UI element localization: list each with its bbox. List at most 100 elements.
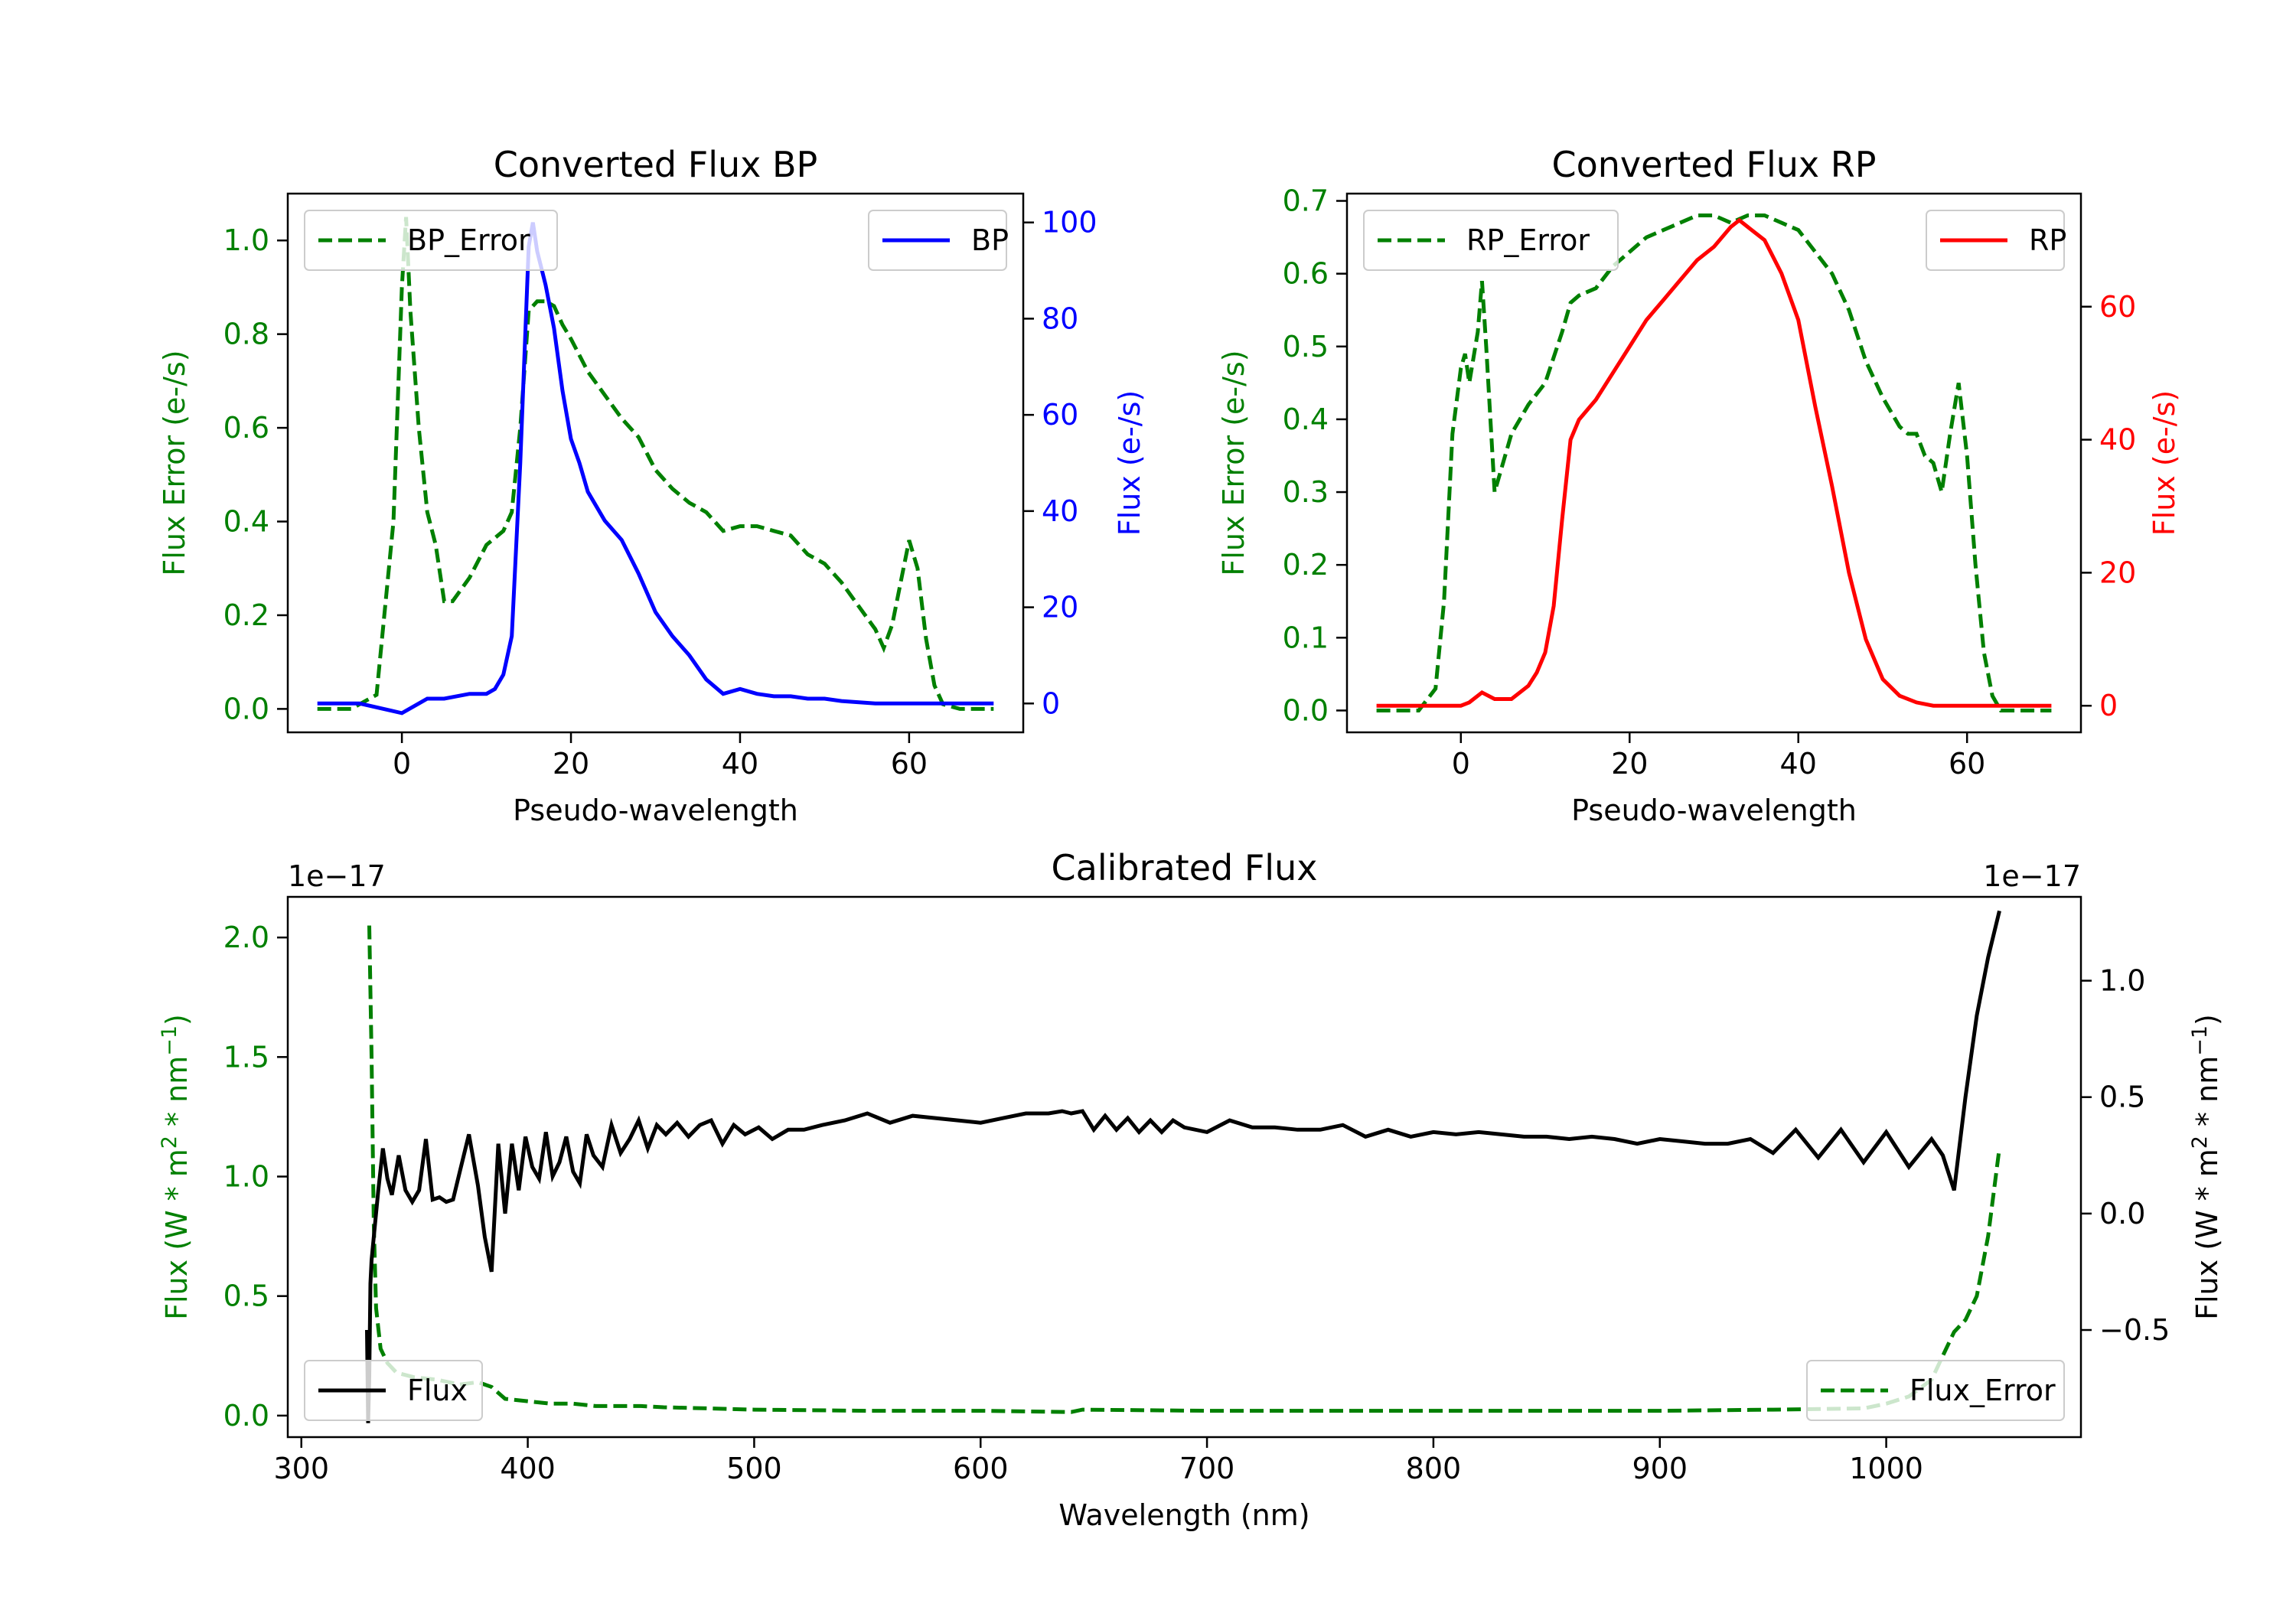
bp-error-series-line (317, 217, 994, 711)
bp-y-right-tick-label: 100 (1042, 206, 1097, 240)
bp-y-left-axis-label: Flux Error (e-/s) (158, 350, 191, 575)
calibrated-y-left-axis-label: Flux (W * m2 * nm−1) (158, 1014, 194, 1320)
rp-y-right-axis-label: Flux (e-/s) (2148, 390, 2181, 536)
rp-flux-legend: RP (1926, 210, 2066, 271)
calibrated-y-left-tick-label: 1.0 (223, 1159, 269, 1193)
calibrated-y-right-tick-label: 1.0 (2099, 964, 2145, 998)
rp-y-left-tick-label: 0.3 (1283, 475, 1329, 509)
calibrated-y-right-axis-label: Flux (W * m2 * nm−1) (2188, 1014, 2224, 1320)
calibrated-y-left-tick-label: 0.0 (223, 1399, 269, 1433)
calibrated-y-right-axis-label-part: * nm (2190, 1056, 2224, 1136)
rp-x-tick-label: 60 (1949, 747, 1985, 781)
bp-x-tick-label: 60 (891, 747, 928, 781)
calibrated-x-tick-label: 300 (273, 1452, 329, 1485)
calibrated-y-left-axis-label-part: ) (160, 1014, 194, 1025)
calibrated-y-right-axis-label-part: ) (2190, 1014, 2224, 1025)
calibrated-plot-frame (286, 895, 2082, 1439)
rp-y-left-tick-label: 0.1 (1283, 621, 1329, 654)
rp-error-legend: RP_Error (1363, 210, 1619, 271)
rp-x-tick-label: 20 (1611, 747, 1648, 781)
rp-chart: 0 20 40 60 0.0 0.1 0.2 0.3 0.4 0.5 0.6 0.7 0 20 40 60 Co… (1217, 144, 2181, 827)
bp-plot-frame (286, 192, 1025, 734)
calibrated-x-tick-label: 500 (726, 1452, 782, 1485)
calibrated-y-right-tick-label: −0.5 (2099, 1313, 2170, 1347)
rp-y-right-tick-label: 0 (2099, 689, 2118, 722)
rp-error-legend-label: RP_Error (1466, 223, 1590, 257)
bp-chart: 0 20 40 60 0.0 0.2 0.4 0.6 0.8 1.0 0 20 40 60 80 100 Con… (158, 144, 1146, 827)
rp-chart-title: Converted Flux RP (1552, 144, 1877, 185)
rp-y-left-tick-label: 0.7 (1283, 184, 1329, 218)
calibrated-flux-series-line (365, 910, 2001, 1423)
rp-y-left-tick-label: 0.4 (1283, 403, 1329, 436)
bp-y-right-tick-label: 80 (1042, 302, 1078, 335)
calibrated-x-axis-label: Wavelength (nm) (1058, 1498, 1309, 1532)
calibrated-y-right-axis-label-superscript: −1 (2188, 1025, 2212, 1056)
rp-flux-legend-label: RP (2029, 223, 2066, 257)
rp-y-left-tick-label: 0.0 (1283, 693, 1329, 727)
rp-y-left-tick-label: 0.5 (1283, 330, 1329, 363)
bp-x-tick-label: 0 (393, 747, 411, 781)
rp-error-legend-box (1363, 210, 1619, 271)
bp-x-tick-label: 40 (722, 747, 758, 781)
calibrated-y-left-tick-label: 2.0 (223, 921, 269, 954)
rp-y-left-axis-label: Flux Error (e-/s) (1217, 350, 1251, 575)
rp-x-tick-label: 40 (1780, 747, 1817, 781)
calibrated-right-offset-text: 1e−17 (1983, 859, 2081, 893)
bp-error-legend-label: BP_Error (407, 223, 530, 257)
calibrated-error-legend-label: Flux_Error (1910, 1374, 2056, 1407)
rp-plot-frame (1345, 192, 2082, 734)
calibrated-y-left-tick-label: 0.5 (223, 1279, 269, 1313)
calibrated-y-left-tick-label: 1.5 (223, 1040, 269, 1074)
rp-y-right-tick-label: 40 (2099, 423, 2136, 457)
bp-y-left-tick-label: 0.8 (223, 318, 269, 351)
rp-x-tick-label: 0 (1452, 747, 1470, 781)
bp-chart-title: Converted Flux BP (494, 144, 818, 185)
bp-y-left-tick-label: 0.4 (223, 505, 269, 539)
bp-y-right-axis-label: Flux (e-/s) (1113, 390, 1146, 536)
rp-x-axis-label: Pseudo-wavelength (1571, 794, 1857, 827)
bp-y-left-tick-label: 0.6 (223, 411, 269, 445)
calibrated-error-legend: Flux_Error (1806, 1360, 2065, 1421)
calibrated-y-left-axis-label-part: Flux (W * m (160, 1149, 194, 1320)
bp-flux-legend: BP (868, 210, 1009, 271)
calibrated-flux-legend-box (304, 1360, 483, 1421)
rp-y-left-tick-label: 0.2 (1283, 548, 1329, 582)
calibrated-y-right-tick-label: 0.0 (2099, 1197, 2145, 1231)
bp-flux-series-line (317, 222, 994, 715)
bp-flux-legend-label: BP (971, 223, 1009, 257)
calibrated-chart-title: Calibrated Flux (1052, 847, 1318, 888)
calibrated-x-tick-label: 700 (1179, 1452, 1235, 1485)
bp-x-tick-label: 20 (553, 747, 589, 781)
bp-error-legend: BP_Error (304, 210, 558, 271)
bp-y-right-tick-label: 60 (1042, 398, 1078, 432)
calibrated-left-offset-text: 1e−17 (288, 859, 386, 893)
rp-y-right-tick-label: 20 (2099, 556, 2136, 589)
bp-x-axis-label: Pseudo-wavelength (513, 794, 798, 827)
calibrated-y-left-axis-label-superscript: 2 (158, 1136, 181, 1149)
bp-error-legend-box (304, 210, 558, 271)
calibrated-error-legend-box (1806, 1360, 2065, 1421)
calibrated-chart: 300 400 500 600 700 800 900 1000 0.0 0.5 1.0 1.5 2.0… (158, 847, 2224, 1532)
calibrated-x-tick-label: 600 (953, 1452, 1009, 1485)
bp-y-left-tick-label: 0.2 (223, 598, 269, 632)
calibrated-x-tick-label: 900 (1632, 1452, 1688, 1485)
bp-y-right-tick-label: 0 (1042, 686, 1060, 720)
bp-y-left-tick-label: 1.0 (223, 223, 269, 257)
bp-y-right-tick-label: 40 (1042, 494, 1078, 528)
rp-error-series-line (1376, 214, 2052, 712)
calibrated-x-tick-label: 400 (500, 1452, 556, 1485)
bp-y-left-tick-label: 0.0 (223, 692, 269, 725)
calibrated-y-left-axis-label-superscript: −1 (158, 1025, 181, 1056)
calibrated-y-left-axis-label-part: * nm (160, 1056, 194, 1136)
rp-y-left-tick-label: 0.6 (1283, 257, 1329, 291)
calibrated-x-tick-label: 800 (1406, 1452, 1462, 1485)
calibrated-flux-legend-label: Flux (407, 1374, 468, 1407)
calibrated-x-tick-label: 1000 (1849, 1452, 1923, 1485)
calibrated-y-right-axis-label-superscript: 2 (2188, 1136, 2212, 1149)
rp-flux-series-line (1376, 217, 2052, 708)
calibrated-y-right-axis-label-part: Flux (W * m (2190, 1149, 2224, 1320)
calibrated-y-right-tick-label: 0.5 (2099, 1081, 2145, 1114)
bp-y-right-tick-label: 20 (1042, 591, 1078, 624)
calibrated-flux-legend: Flux (304, 1360, 483, 1421)
